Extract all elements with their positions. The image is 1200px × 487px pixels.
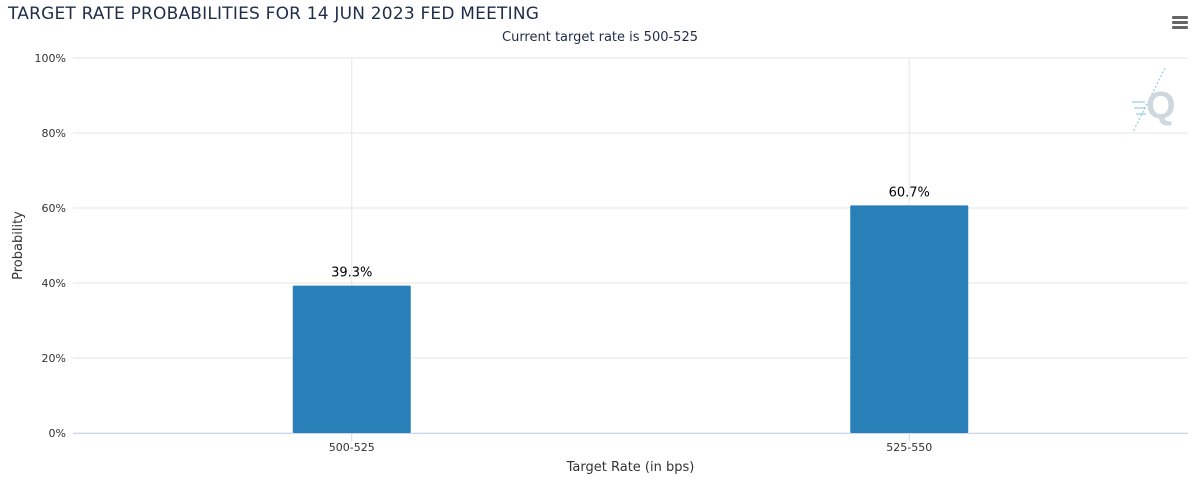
chart-title: TARGET RATE PROBABILITIES FOR 14 JUN 202… — [8, 4, 540, 24]
y-tick-label: 0% — [49, 427, 66, 440]
bar-500-525[interactable] — [292, 285, 411, 433]
bar-series — [292, 205, 969, 433]
quikstrike-logo-icon: Q — [1132, 67, 1176, 133]
x-tick-label: 500-525 — [329, 441, 375, 454]
x-axis-ticks: 500-525 525-550 — [329, 433, 932, 454]
svg-text:Q: Q — [1146, 85, 1176, 127]
hamburger-menu-icon[interactable] — [1166, 10, 1190, 34]
y-tick-label: 60% — [42, 202, 66, 215]
x-axis-title: Target Rate (in bps) — [566, 460, 695, 475]
y-tick-label: 40% — [42, 277, 66, 290]
y-axis-title: Probability — [11, 211, 26, 280]
chart-subtitle: Current target rate is 500-525 — [502, 30, 698, 45]
y-axis-ticks: 0% 20% 40% 60% 80% 100% — [35, 52, 66, 440]
y-tick-label: 80% — [42, 127, 66, 140]
data-label: 60.7% — [889, 185, 930, 200]
y-tick-label: 100% — [35, 52, 66, 65]
grid-lines — [73, 57, 1188, 434]
data-labels: 39.3% 60.7% — [331, 185, 930, 280]
x-tick-label: 525-550 — [886, 441, 932, 454]
bar-525-550[interactable] — [850, 205, 969, 433]
y-tick-label: 20% — [42, 352, 66, 365]
data-label: 39.3% — [331, 266, 372, 281]
